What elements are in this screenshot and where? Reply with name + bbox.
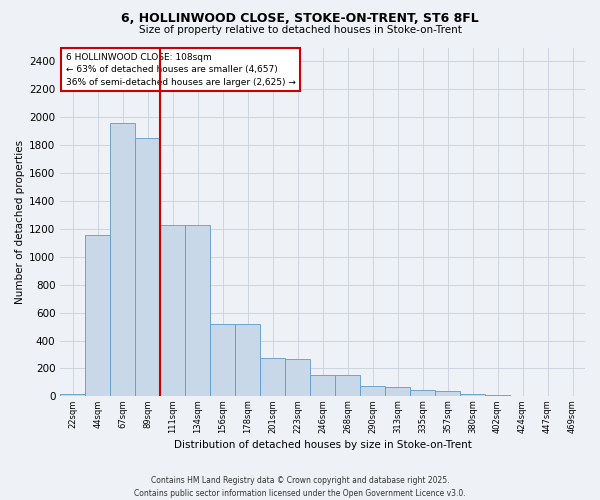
- Y-axis label: Number of detached properties: Number of detached properties: [15, 140, 25, 304]
- Bar: [335, 376, 360, 396]
- Bar: [60, 394, 85, 396]
- Text: 6, HOLLINWOOD CLOSE, STOKE-ON-TRENT, ST6 8FL: 6, HOLLINWOOD CLOSE, STOKE-ON-TRENT, ST6…: [121, 12, 479, 26]
- X-axis label: Distribution of detached houses by size in Stoke-on-Trent: Distribution of detached houses by size …: [174, 440, 472, 450]
- Text: Contains HM Land Registry data © Crown copyright and database right 2025.
Contai: Contains HM Land Registry data © Crown c…: [134, 476, 466, 498]
- Bar: [460, 394, 485, 396]
- Bar: [310, 375, 335, 396]
- Bar: [135, 138, 160, 396]
- Bar: [235, 324, 260, 396]
- Bar: [435, 391, 460, 396]
- Text: 6 HOLLINWOOD CLOSE: 108sqm
← 63% of detached houses are smaller (4,657)
36% of s: 6 HOLLINWOOD CLOSE: 108sqm ← 63% of deta…: [65, 52, 295, 86]
- Bar: [410, 390, 435, 396]
- Bar: [85, 234, 110, 396]
- Bar: [485, 395, 510, 396]
- Bar: [110, 123, 135, 396]
- Bar: [285, 360, 310, 397]
- Bar: [160, 224, 185, 396]
- Bar: [385, 386, 410, 396]
- Bar: [360, 386, 385, 396]
- Text: Size of property relative to detached houses in Stoke-on-Trent: Size of property relative to detached ho…: [139, 25, 461, 35]
- Bar: [210, 324, 235, 396]
- Bar: [185, 224, 210, 396]
- Bar: [260, 358, 285, 397]
